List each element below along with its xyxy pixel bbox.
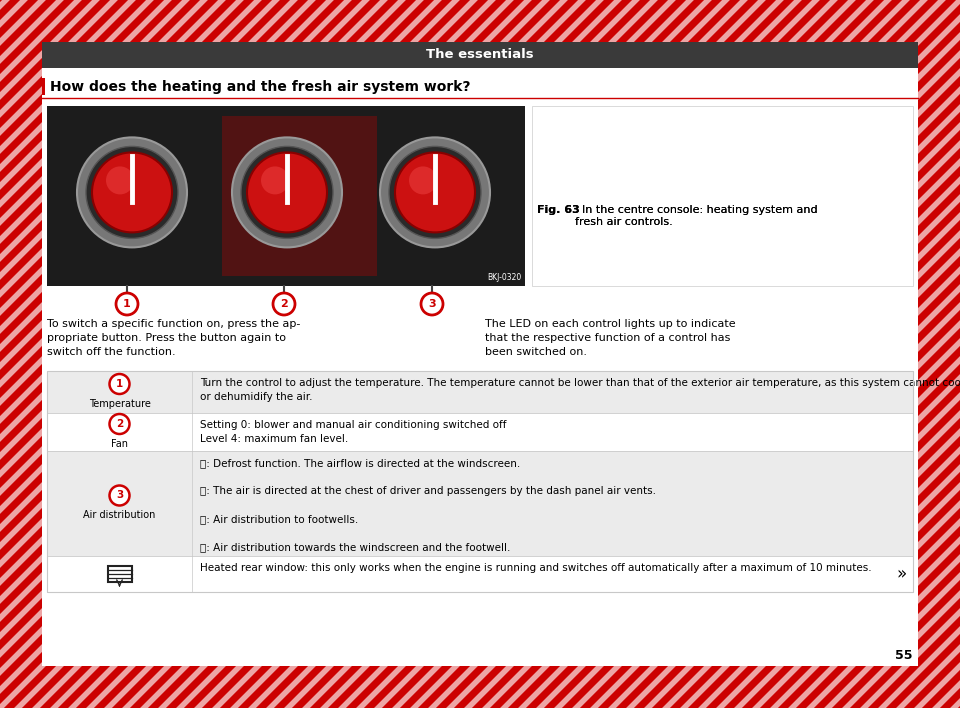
Text: Fig. 63: Fig. 63 <box>537 205 580 215</box>
Circle shape <box>109 486 130 506</box>
Bar <box>47 371 913 413</box>
Text: How does the heating and the fresh air system work?: How does the heating and the fresh air s… <box>50 80 470 94</box>
Bar <box>47 371 913 592</box>
Text: 2: 2 <box>116 419 123 429</box>
Bar <box>47 413 913 451</box>
Text: Heated rear window: this only works when the engine is running and switches off : Heated rear window: this only works when… <box>200 563 872 573</box>
Bar <box>47 451 913 556</box>
Circle shape <box>232 137 342 247</box>
Bar <box>222 116 377 276</box>
Circle shape <box>109 414 130 434</box>
Text: Setting 0: blower and manual air conditioning switched off
Level 4: maximum fan : Setting 0: blower and manual air conditi… <box>200 420 507 444</box>
Bar <box>47 106 525 286</box>
Circle shape <box>261 166 289 195</box>
Circle shape <box>421 293 443 315</box>
Text: 1: 1 <box>116 379 123 389</box>
Text: To switch a specific function on, press the ap-
propriate button. Press the butt: To switch a specific function on, press … <box>47 319 300 357</box>
Bar <box>108 566 132 582</box>
Text: ⓟ: Defrost function. The airflow is directed at the windscreen.

ⓠ: The air is d: ⓟ: Defrost function. The airflow is dire… <box>200 458 656 552</box>
Text: The LED on each control lights up to indicate
that the respective function of a : The LED on each control lights up to ind… <box>485 319 735 357</box>
Text: In the centre console: heating system and
fresh air controls.: In the centre console: heating system an… <box>575 205 818 227</box>
Text: BKJ-0320: BKJ-0320 <box>487 273 521 282</box>
Text: Fig. 63: Fig. 63 <box>537 205 580 215</box>
Circle shape <box>106 166 134 195</box>
Bar <box>42 42 918 666</box>
Bar <box>47 556 913 592</box>
Bar <box>42 78 45 95</box>
Text: 55: 55 <box>896 649 913 662</box>
Text: Temperature: Temperature <box>88 399 151 409</box>
Text: Air distribution: Air distribution <box>84 510 156 520</box>
Circle shape <box>395 152 475 232</box>
Circle shape <box>77 137 187 247</box>
Text: Fan: Fan <box>111 439 128 449</box>
Circle shape <box>247 152 327 232</box>
Circle shape <box>109 374 130 394</box>
Circle shape <box>241 147 333 239</box>
Bar <box>42 42 918 68</box>
Text: 1: 1 <box>123 299 131 309</box>
Circle shape <box>273 293 295 315</box>
Text: Turn the control to adjust the temperature. The temperature cannot be lower than: Turn the control to adjust the temperatu… <box>200 378 960 402</box>
Text: 3: 3 <box>428 299 436 309</box>
Circle shape <box>92 152 172 232</box>
Circle shape <box>86 147 178 239</box>
Circle shape <box>389 147 481 239</box>
Bar <box>532 106 913 286</box>
Text: »: » <box>897 565 907 583</box>
Circle shape <box>116 293 138 315</box>
Circle shape <box>380 137 490 247</box>
Text: 2: 2 <box>280 299 288 309</box>
Text: In the centre console: heating system and
fresh air controls.: In the centre console: heating system an… <box>575 205 818 227</box>
Text: The essentials: The essentials <box>426 49 534 62</box>
Circle shape <box>409 166 437 195</box>
Text: 3: 3 <box>116 491 123 501</box>
